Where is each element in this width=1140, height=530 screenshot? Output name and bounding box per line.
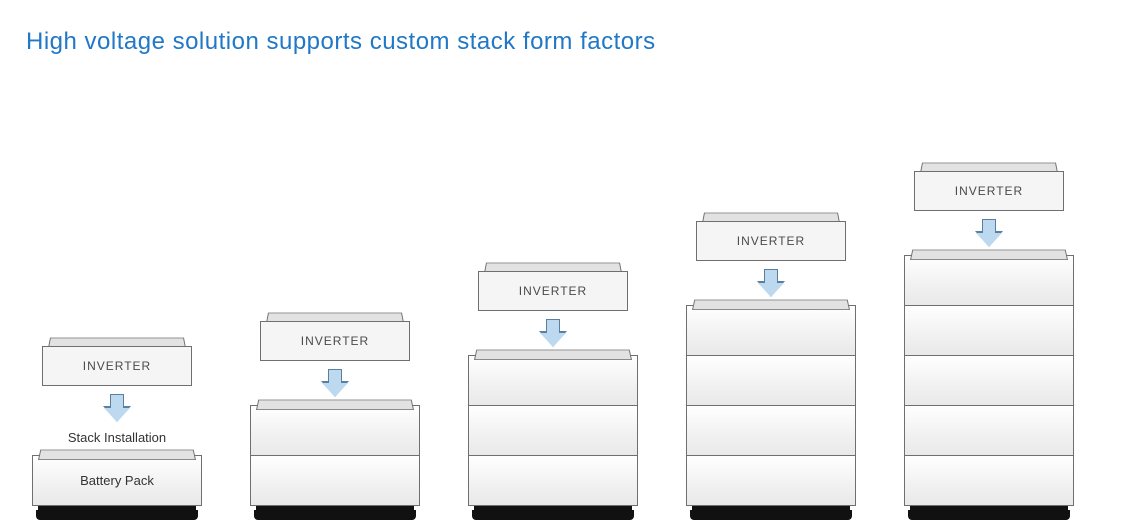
inverter-label: INVERTER bbox=[478, 271, 628, 311]
inverter-label: INVERTER bbox=[914, 171, 1064, 211]
inverter-label: INVERTER bbox=[42, 346, 192, 386]
stack-base bbox=[256, 506, 414, 520]
stack-column-5: INVERTER bbox=[904, 159, 1074, 520]
battery-module bbox=[904, 405, 1074, 455]
battery-module bbox=[468, 405, 638, 455]
stack-column-1: INVERTER Stack Installation Battery Pack bbox=[32, 334, 202, 520]
battery-stack bbox=[904, 255, 1074, 506]
stack-base bbox=[692, 506, 850, 520]
battery-module bbox=[904, 455, 1074, 505]
page-title: High voltage solution supports custom st… bbox=[26, 28, 656, 56]
inverter-label: INVERTER bbox=[696, 221, 846, 261]
battery-module bbox=[250, 455, 420, 505]
down-arrow-icon bbox=[976, 219, 1002, 247]
down-arrow-icon bbox=[104, 394, 130, 422]
battery-module bbox=[468, 355, 638, 405]
down-arrow-icon bbox=[758, 269, 784, 297]
down-arrow-icon bbox=[540, 319, 566, 347]
battery-stack bbox=[250, 405, 420, 506]
inverter-box: INVERTER bbox=[478, 259, 628, 311]
battery-stack bbox=[686, 305, 856, 506]
battery-module bbox=[904, 305, 1074, 355]
inverter-box: INVERTER bbox=[260, 309, 410, 361]
battery-stack: Battery Pack bbox=[32, 455, 202, 506]
battery-module bbox=[904, 255, 1074, 305]
stack-column-2: INVERTER bbox=[250, 309, 420, 520]
battery-module bbox=[904, 355, 1074, 405]
battery-stack bbox=[468, 355, 638, 506]
battery-module bbox=[686, 405, 856, 455]
inverter-box: INVERTER bbox=[696, 209, 846, 261]
battery-module: Battery Pack bbox=[32, 455, 202, 505]
stack-column-3: INVERTER bbox=[468, 259, 638, 520]
battery-module bbox=[686, 355, 856, 405]
battery-module bbox=[686, 455, 856, 505]
stack-base bbox=[910, 506, 1068, 520]
stack-installation-label: Stack Installation bbox=[32, 430, 202, 445]
stack-column-4: INVERTER bbox=[686, 209, 856, 520]
down-arrow-icon bbox=[322, 369, 348, 397]
stack-base bbox=[474, 506, 632, 520]
battery-module bbox=[686, 305, 856, 355]
stack-base bbox=[38, 506, 196, 520]
battery-module bbox=[250, 405, 420, 455]
inverter-box: INVERTER bbox=[42, 334, 192, 386]
inverter-box: INVERTER bbox=[914, 159, 1064, 211]
diagram-stage: INVERTERStack InstallationBattery PackIN… bbox=[0, 70, 1140, 520]
battery-module bbox=[468, 455, 638, 505]
inverter-label: INVERTER bbox=[260, 321, 410, 361]
